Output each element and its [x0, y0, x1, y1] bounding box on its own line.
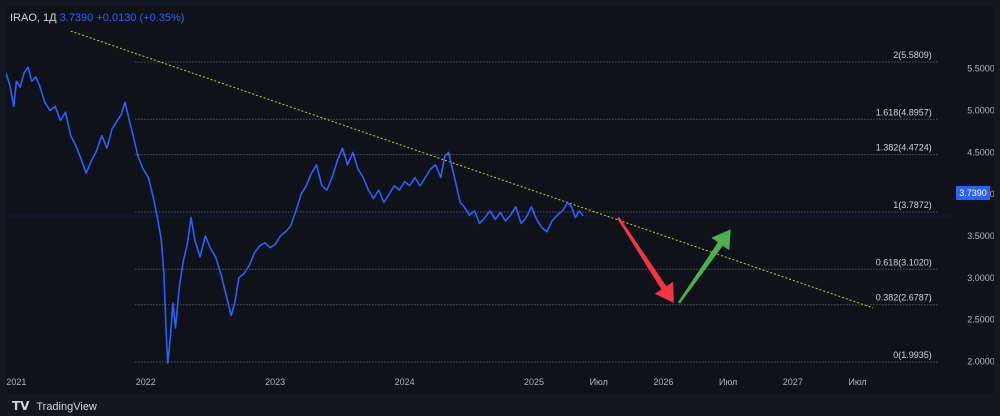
fib-level-label: 1(3.7872) [893, 200, 932, 210]
price-chart[interactable]: 2(5.5809) 1.618(4.8957) 1.382(4.4724) 1(3.7… [6, 6, 994, 394]
y-tick-label: 3.0000 [967, 273, 994, 283]
chart-area[interactable]: 2(5.5809) 1.618(4.8957) 1.382(4.4724) 1(3.7… [6, 6, 994, 394]
y-tick-label: 5.5000 [967, 64, 994, 74]
ticker-symbol: IRAO, 1Д [10, 12, 57, 24]
fib-level-label: 0.382(2.6787) [876, 293, 932, 303]
fib-level-label: 1.382(4.4724) [876, 143, 932, 153]
y-tick-label: 2.5000 [967, 315, 994, 325]
up-arrow [678, 229, 731, 304]
fib-level-label: 0.618(3.1020) [876, 257, 932, 267]
y-tick-label: 3.5000 [967, 231, 994, 241]
y-tick-label: 4.5000 [967, 147, 994, 157]
x-tick-label: Июл [590, 377, 608, 387]
x-tick-label: Июл [719, 377, 737, 387]
x-tick-label: 2021 [6, 377, 26, 387]
x-tick-label: 2022 [136, 377, 156, 387]
down-arrow [617, 216, 674, 303]
fib-level-label: 1.618(4.8957) [876, 107, 932, 117]
y-tick-label: 5.0000 [967, 106, 994, 116]
x-tick-label: Июл [848, 377, 866, 387]
trend-line [70, 30, 874, 309]
y-tick-label: 2.0000 [967, 356, 994, 366]
x-tick-label: 2025 [524, 377, 544, 387]
footer-bar [0, 394, 1000, 416]
x-tick-label: 2027 [783, 377, 803, 387]
ticker-header: IRAO, 1Д 3.7390 +0.0130 (+0.35%) [10, 12, 184, 24]
price-series-line [6, 66, 584, 364]
brand-name: TradingView [36, 401, 97, 413]
x-tick-label: 2026 [653, 377, 673, 387]
tradingview-logo[interactable]: 𝗧𝗩 TradingView [12, 399, 97, 413]
fib-level-label: 2(5.5809) [893, 50, 932, 60]
last-price-tag: 3.7390 [956, 186, 990, 200]
tradingview-logo-icon: 𝗧𝗩 [12, 399, 30, 413]
fib-level-label: 0(1.9935) [893, 350, 932, 360]
x-tick-label: 2023 [265, 377, 285, 387]
last-price-value: 3.7390 [59, 12, 94, 24]
x-tick-label: 2024 [395, 377, 415, 387]
price-change: +0.0130 (+0.35%) [96, 12, 185, 24]
